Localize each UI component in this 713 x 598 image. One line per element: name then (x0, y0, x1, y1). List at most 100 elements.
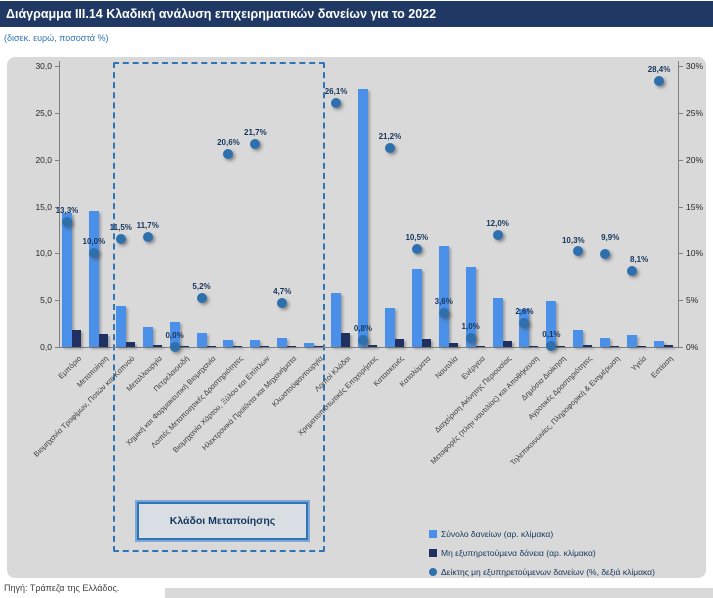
bar-total-loans (142, 327, 153, 347)
npl-ratio-label: 0,1% (542, 330, 561, 340)
bar-total-loans (654, 341, 665, 347)
bar-total-loans (169, 321, 180, 347)
bar-total-loans (519, 308, 530, 347)
y-axis-right-tick-label: 25% (686, 107, 704, 118)
bar-npl (664, 345, 674, 347)
manufacturing-label-box: Κλάδοι Μεταποίησης (135, 500, 310, 542)
npl-ratio-label: 0,8% (353, 323, 373, 333)
npl-ratio-label: 10,3% (561, 235, 585, 245)
npl-ratio-label: 10,0% (82, 237, 106, 247)
y-axis-left-tick-label: 25,0 (35, 107, 52, 118)
next-table-edge-strip (165, 588, 713, 598)
npl-ratio-label: 20,6% (217, 138, 240, 148)
bar-total-loans (250, 340, 261, 347)
bar-total-loans (196, 332, 207, 347)
y-axis-left-tick (55, 66, 59, 67)
y-axis-right-tick (679, 206, 683, 208)
bar-total-loans (115, 305, 126, 347)
npl-ratio-label: 11,5% (109, 223, 132, 233)
npl-ratio-dot (600, 249, 611, 260)
npl-ratio-dot (61, 217, 72, 228)
y-axis-right-tick-label: 0% (686, 342, 699, 352)
y-axis-right-tick (679, 66, 683, 67)
bar-total-loans (438, 245, 449, 347)
npl-ratio-dot (573, 245, 584, 256)
npl-ratio-dot (331, 97, 342, 108)
npl-ratio-dot (438, 308, 449, 319)
bar-npl (475, 346, 485, 347)
bar-total-loans (546, 301, 557, 347)
bar-total-loans (61, 213, 72, 347)
y-axis-right-tick-label: 10% (686, 248, 704, 259)
y-axis-right-tick (679, 253, 683, 255)
bar-total-loans (277, 338, 288, 347)
y-axis-left-tick (55, 253, 59, 255)
npl-ratio-label: 21,7% (244, 127, 267, 137)
bar-npl (368, 344, 377, 347)
bar-total-loans (358, 89, 368, 347)
manufacturing-label: Κλάδοι Μεταποίησης (169, 515, 276, 527)
category-label: Υγεία (629, 354, 649, 373)
npl-ratio-label: 2,6% (515, 306, 534, 316)
legend-label: Μη εξυπηρετούμενα δάνεια (αρ. κλίμακα) (441, 547, 596, 558)
npl-ratio-dot (88, 248, 99, 259)
bar-total-loans (304, 342, 315, 347)
npl-ratio-label: 1,0% (461, 321, 480, 331)
chart-subtitle: (δισεκ. ευρώ, ποσοστά %) (4, 33, 109, 43)
source-note: Πηγή: Τράπεζα της Ελλάδος. (4, 583, 120, 593)
y-axis-right-tick-label: 15% (686, 201, 704, 212)
npl-ratio-dot (250, 138, 261, 149)
category-label: Εμπόριο (56, 354, 83, 381)
y-axis-left-line (59, 61, 60, 347)
square-light-blue-icon (429, 529, 437, 538)
npl-ratio-dot (358, 334, 368, 345)
bar-npl (610, 346, 620, 347)
bar-npl (448, 343, 458, 347)
category-label: Ναυτιλία (433, 354, 460, 381)
bar-total-loans (411, 269, 422, 347)
npl-ratio-label: 13,3% (55, 206, 79, 216)
bar-total-loans (627, 334, 638, 347)
bar-npl (260, 345, 270, 347)
npl-ratio-label: 26,1% (324, 86, 348, 96)
chart-panel: 0,0 0% 5,0 5% 10,0 10% 15,0 15% 20,0 20% 25,0 25% 30… (7, 57, 706, 578)
bar-npl (529, 345, 539, 347)
y-axis-right-tick-label: 5% (686, 295, 699, 306)
bar-total-loans (88, 211, 99, 347)
category-label: Εστίαση (649, 354, 675, 380)
chart-legend: Σύνολο δανείων (αρ. κλίμακα) Μη εξυπηρετο… (429, 524, 655, 581)
chart-title: Διάγραμμα III.14 Κλαδική ανάλυση επιχειρ… (6, 7, 437, 21)
npl-ratio-dot (519, 317, 530, 328)
npl-ratio-dot (411, 243, 422, 254)
legend-label: Δείκτης μη εξυπηρετούμενων δανείων (%, δ… (441, 566, 655, 577)
npl-ratio-dot (546, 341, 557, 352)
bar-npl (125, 342, 135, 347)
y-axis-right-tick-label: 20% (686, 154, 704, 165)
bar-npl (421, 338, 431, 347)
bar-npl (314, 346, 324, 347)
bar-npl (287, 346, 297, 347)
y-axis-left-tick-label: 10,0 (35, 248, 52, 259)
bar-npl (71, 330, 81, 347)
bar-npl (556, 346, 566, 347)
y-axis-left-tick-label: 5,0 (40, 295, 52, 306)
circle-blue-icon (429, 567, 437, 576)
y-axis-right-tick (679, 300, 683, 302)
bar-total-loans (465, 267, 476, 347)
npl-ratio-dot (169, 342, 180, 352)
bar-npl (394, 338, 404, 347)
npl-ratio-label: 21,2% (378, 132, 402, 142)
y-axis-right-tick (679, 159, 683, 161)
bar-total-loans (384, 307, 395, 347)
bar-total-loans (331, 292, 342, 347)
bar-npl (179, 346, 189, 347)
npl-ratio-label: 0,0% (165, 331, 184, 340)
y-axis-right-tick-label: 30% (686, 61, 704, 71)
y-axis-left-tick (55, 206, 59, 208)
bar-npl (152, 344, 162, 347)
bar-total-loans (573, 330, 584, 347)
chart-title-bar: Διάγραμμα III.14 Κλαδική ανάλυση επιχειρ… (0, 1, 713, 27)
npl-ratio-label: 10,5% (405, 232, 429, 242)
npl-ratio-dot (196, 293, 207, 304)
